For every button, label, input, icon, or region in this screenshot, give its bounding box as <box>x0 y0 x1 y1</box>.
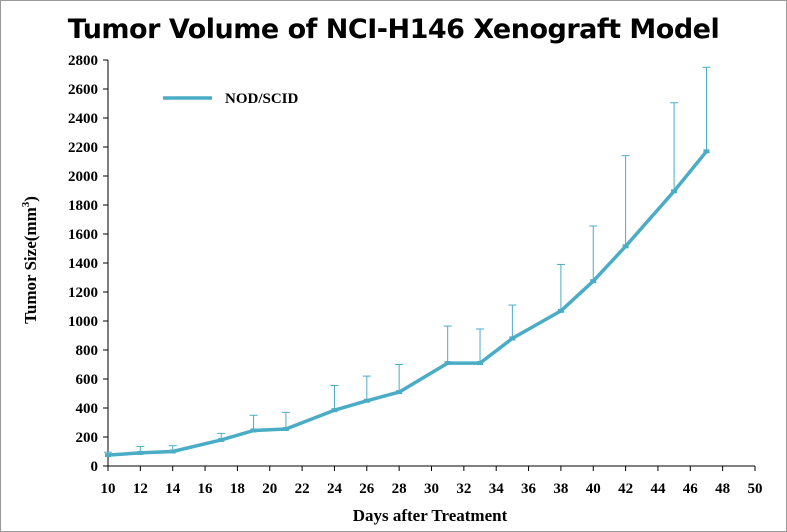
data-point-marker <box>671 189 678 194</box>
x-tick-label: 44 <box>650 481 666 497</box>
y-tick-label: 1600 <box>68 227 98 243</box>
data-point-marker <box>396 390 403 395</box>
data-point-marker <box>557 308 564 313</box>
x-tick-label: 48 <box>715 481 730 497</box>
y-axis-label-close: ) <box>21 196 40 202</box>
y-tick-label: 2600 <box>68 82 98 98</box>
y-tick-label: 2800 <box>68 53 98 69</box>
data-point-marker <box>282 427 289 432</box>
x-tick-label: 24 <box>327 481 343 497</box>
tick-labels: 0 200 400 600 800 1000 1200 1400 1600 1800 2000 220… <box>68 53 763 497</box>
data-point-marker <box>250 428 257 433</box>
y-tick-label: 2000 <box>68 169 98 185</box>
y-tick-label: 1200 <box>68 285 98 301</box>
x-tick-label: 20 <box>262 481 277 497</box>
data-point-marker <box>218 437 225 442</box>
x-tick-label: 36 <box>521 481 537 497</box>
y-tick-label: 600 <box>76 372 99 388</box>
y-tick-label: 800 <box>76 343 99 359</box>
y-tick-label: 1800 <box>68 198 98 214</box>
y-tick-label: 1000 <box>68 314 98 330</box>
y-tick-label: 400 <box>76 401 99 417</box>
x-tick-label: 30 <box>424 481 439 497</box>
x-axis-label: Days after Treatment <box>353 506 508 525</box>
data-point-marker <box>444 361 451 366</box>
x-tick-label: 28 <box>392 481 407 497</box>
data-point-marker <box>363 398 370 403</box>
legend: NOD/SCID <box>163 91 299 107</box>
x-tick-label: 12 <box>133 481 148 497</box>
x-tick-label: 26 <box>359 481 375 497</box>
data-point-marker <box>509 336 516 341</box>
x-tick-label: 18 <box>230 481 245 497</box>
data-point-marker <box>622 244 629 249</box>
x-tick-label: 16 <box>198 481 214 497</box>
x-tick-label: 32 <box>456 481 471 497</box>
y-axis-label-main: Tumor Size(mm <box>21 207 40 324</box>
y-tick-label: 1400 <box>68 256 98 272</box>
x-tick-label: 42 <box>618 481 633 497</box>
x-tick-label: 50 <box>748 481 763 497</box>
data-point-marker <box>477 361 484 366</box>
data-point-marker <box>105 453 111 458</box>
data-series <box>105 149 710 458</box>
x-tick-label: 40 <box>586 481 601 497</box>
data-point-marker <box>331 408 338 413</box>
y-tick-label: 2200 <box>68 140 98 156</box>
axes <box>103 59 756 471</box>
data-point-marker <box>590 279 597 284</box>
x-tick-label: 10 <box>101 481 116 497</box>
y-axis-label: Tumor Size(mm3) <box>20 196 40 324</box>
x-tick-label: 34 <box>489 481 505 497</box>
legend-label: NOD/SCID <box>225 91 299 107</box>
x-tick-label: 46 <box>683 481 699 497</box>
chart-title: Tumor Volume of NCI-H146 Xenograft Model <box>67 14 720 45</box>
x-tick-label: 22 <box>295 481 310 497</box>
error-bars <box>104 66 711 456</box>
y-tick-label: 200 <box>76 430 99 446</box>
data-point-marker <box>703 149 710 154</box>
x-tick-label: 38 <box>553 481 568 497</box>
data-point-marker <box>169 449 176 454</box>
y-tick-label: 0 <box>91 459 99 475</box>
series-line-nod-scid <box>107 150 708 457</box>
y-tick-label: 2400 <box>68 111 98 127</box>
data-point-marker <box>137 450 144 455</box>
y-axis-label-superscript: 3 <box>20 201 32 207</box>
x-tick-label: 14 <box>165 481 181 497</box>
